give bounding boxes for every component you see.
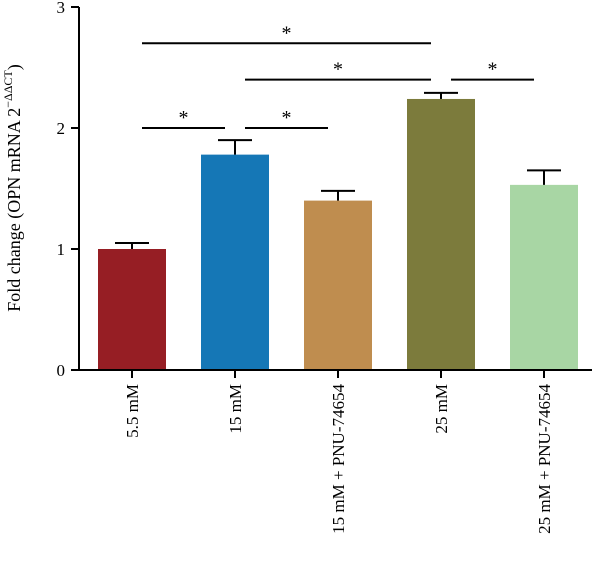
significance-label-0: *: [179, 107, 189, 129]
x-tick-label-3: 25 mM: [432, 384, 451, 434]
significance-annotations: * * * * *: [142, 22, 534, 129]
x-tick-label-2: 15 mM + PNU-74654: [329, 384, 348, 534]
error-bar-2: [321, 189, 355, 201]
bar-3: [407, 98, 475, 371]
significance-bracket-4: *: [451, 59, 534, 81]
y-tick-label-2: 2: [57, 119, 66, 138]
bar-4: [510, 184, 578, 370]
x-tick-label-1: 15 mM: [226, 384, 245, 434]
bar-1: [201, 154, 269, 370]
significance-label-2: *: [282, 22, 292, 44]
significance-bracket-1: *: [245, 107, 328, 129]
y-axis-label-close: ): [4, 64, 25, 70]
significance-label-1: *: [282, 107, 292, 129]
error-bar-1: [218, 139, 252, 155]
axes: [71, 6, 592, 378]
significance-label-4: *: [488, 59, 498, 81]
significance-bracket-3: *: [245, 59, 431, 81]
significance-bracket-2: *: [142, 22, 431, 45]
error-bar-3: [424, 91, 458, 99]
y-tick-label-1: 1: [57, 240, 66, 259]
y-tick-label-0: 0: [57, 361, 66, 380]
svg-text:Fold change (OPN mRNA 2−ΔΔCT): Fold change (OPN mRNA 2−ΔΔCT): [1, 64, 25, 312]
y-axis-label-superscript: −ΔΔCT: [1, 70, 15, 108]
error-bar-0: [115, 241, 149, 249]
y-axis-label-main: Fold change (OPN mRNA 2: [4, 108, 25, 312]
bar-0: [98, 249, 166, 370]
error-bar-4: [527, 169, 561, 185]
x-axis-tick-labels: 5.5 mM 15 mM 15 mM + PNU-74654 25 mM 25 mM +…: [123, 384, 554, 534]
significance-bracket-0: *: [142, 107, 225, 129]
bar-2: [304, 200, 372, 370]
error-bars: [115, 91, 561, 249]
x-tick-label-0: 5.5 mM: [123, 384, 142, 438]
y-tick-label-3: 3: [57, 0, 66, 17]
significance-label-3: *: [333, 59, 343, 81]
x-tick-label-4: 25 mM + PNU-74654: [535, 384, 554, 534]
bars: [98, 98, 578, 371]
y-axis-label: Fold change (OPN mRNA 2−ΔΔCT): [1, 64, 25, 312]
y-axis-ticks: 0 1 2 3: [57, 0, 66, 380]
